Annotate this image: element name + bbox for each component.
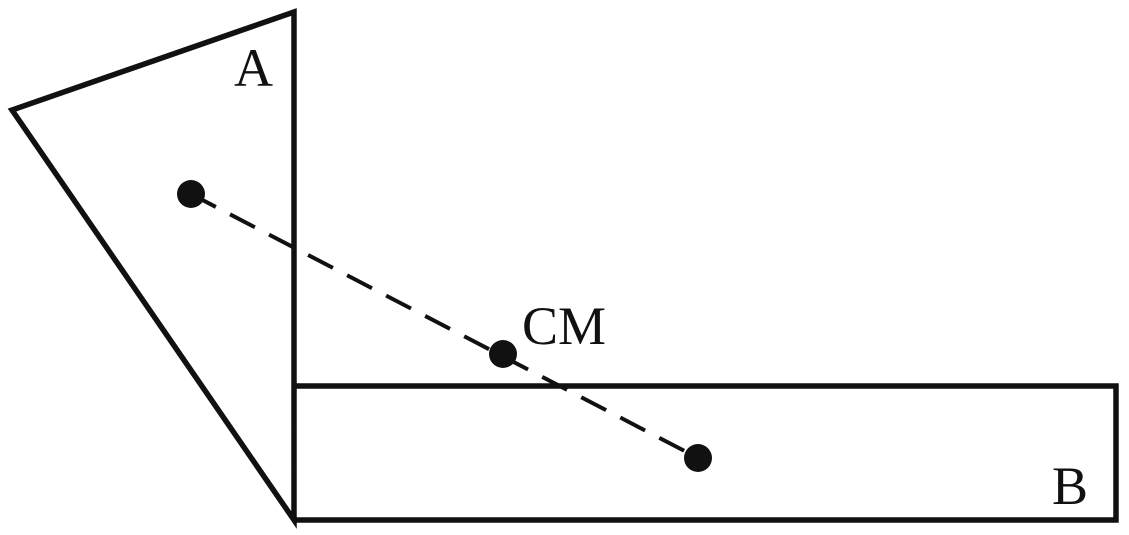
piece-b-center-dot <box>684 444 712 472</box>
combined-center-of-mass-dot <box>489 340 517 368</box>
label-cm: CM <box>522 296 606 356</box>
piece-b-outline <box>294 383 1119 523</box>
label-b: B <box>1052 456 1088 516</box>
cm-connecting-line <box>190 192 699 460</box>
piece-a-center-dot <box>177 180 205 208</box>
label-a: A <box>234 38 273 98</box>
piece-a-outline <box>7 8 297 529</box>
